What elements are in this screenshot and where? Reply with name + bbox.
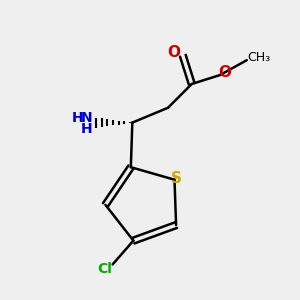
Text: O: O: [218, 64, 231, 80]
Text: Cl: Cl: [98, 262, 112, 276]
Text: H: H: [80, 122, 92, 136]
Text: N: N: [80, 111, 92, 125]
Text: CH₃: CH₃: [247, 51, 270, 64]
Text: H: H: [71, 111, 83, 125]
Text: S: S: [170, 171, 182, 186]
Text: O: O: [167, 45, 180, 60]
